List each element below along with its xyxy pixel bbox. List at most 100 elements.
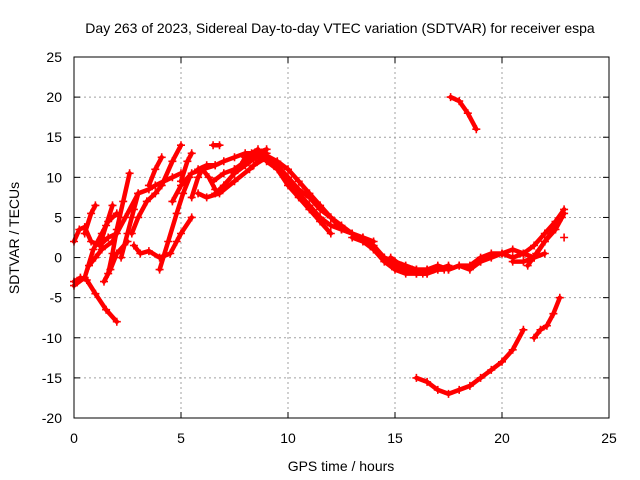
data-point-marker xyxy=(487,253,496,262)
series-arc-19 xyxy=(209,141,224,150)
data-point-marker xyxy=(204,173,213,182)
data-point-marker xyxy=(215,141,224,150)
data-point-marker xyxy=(476,257,485,266)
data-point-marker xyxy=(472,125,481,134)
series-line xyxy=(448,94,479,132)
chart-title: Day 263 of 2023, Sidereal Day-to-day VTE… xyxy=(85,20,595,36)
data-point-marker xyxy=(397,261,406,270)
series-line xyxy=(118,191,141,260)
data-point-marker xyxy=(108,249,117,258)
y-axis-title: SDTVAR / TECUs xyxy=(6,182,22,294)
data-point-marker xyxy=(129,241,138,250)
y-tick-label: 15 xyxy=(46,129,62,145)
data-point-marker xyxy=(91,253,100,262)
data-point-marker xyxy=(125,169,134,178)
x-axis-title: GPS time / hours xyxy=(288,458,395,474)
data-point-marker xyxy=(177,141,185,150)
data-point-marker xyxy=(412,265,421,274)
data-point-marker xyxy=(560,233,569,242)
data-point-marker xyxy=(549,225,558,234)
data-point-marker xyxy=(144,181,153,190)
data-point-marker xyxy=(187,149,196,158)
data-point-marker xyxy=(560,205,569,214)
x-tick-label: 15 xyxy=(387,430,403,446)
data-point-marker xyxy=(530,241,539,250)
data-point-marker xyxy=(358,233,367,242)
data-point-marker xyxy=(532,249,541,258)
series-arc-10 xyxy=(127,141,185,238)
data-point-marker xyxy=(540,237,549,246)
x-tick-label: 20 xyxy=(494,430,510,446)
data-point-marker xyxy=(245,153,254,162)
data-point-marker xyxy=(463,109,472,118)
data-point-marker xyxy=(284,181,292,190)
data-point-marker xyxy=(530,333,539,342)
data-point-marker xyxy=(508,245,517,254)
data-point-marker xyxy=(305,205,314,214)
data-point-marker xyxy=(236,161,245,170)
data-point-marker xyxy=(142,197,151,206)
y-tick-label: -10 xyxy=(42,330,62,346)
data-point-marker xyxy=(104,233,113,242)
y-tick-label: 20 xyxy=(46,89,62,105)
data-point-marker xyxy=(134,213,143,222)
x-tick-labels: 0 5 10 15 20 25 xyxy=(70,430,617,446)
data-point-marker xyxy=(284,165,292,174)
data-point-marker xyxy=(112,317,121,326)
data-point-marker xyxy=(119,197,128,206)
x-tick-label: 5 xyxy=(177,430,185,446)
data-point-marker xyxy=(555,293,564,302)
data-point-marker xyxy=(316,217,325,226)
data-point-marker xyxy=(91,289,100,298)
data-point-marker xyxy=(254,145,262,154)
data-point-marker xyxy=(80,229,89,238)
data-point-marker xyxy=(337,225,346,234)
data-point-marker xyxy=(444,265,453,274)
data-point-marker xyxy=(166,249,175,258)
y-tick-label: 10 xyxy=(46,169,62,185)
data-point-marker xyxy=(112,225,121,234)
series-arc-9 xyxy=(117,189,143,262)
data-point-marker xyxy=(444,389,453,398)
data-point-marker xyxy=(102,305,111,314)
data-point-marker xyxy=(465,261,474,270)
y-tick-label: -20 xyxy=(42,410,62,426)
data-point-marker xyxy=(230,153,239,162)
data-point-marker xyxy=(249,161,258,170)
data-point-marker xyxy=(230,177,239,186)
data-point-marker xyxy=(455,261,464,270)
data-point-marker xyxy=(549,309,558,318)
data-point-marker xyxy=(391,265,399,274)
series-arc-8 xyxy=(104,169,134,278)
y-tick-label: -5 xyxy=(50,290,63,306)
data-point-marker xyxy=(100,277,108,286)
data-point-marker xyxy=(89,245,98,254)
data-point-marker xyxy=(305,193,314,202)
series-arc-6 xyxy=(95,201,117,250)
data-point-marker xyxy=(187,169,196,178)
data-point-marker xyxy=(487,365,496,374)
data-point-marker xyxy=(465,381,474,390)
y-tick-labels: -20 -15 -10 -5 0 5 10 15 20 25 xyxy=(42,49,62,426)
data-point-marker xyxy=(164,237,173,246)
data-point-marker xyxy=(117,253,126,262)
y-tick-label: 25 xyxy=(46,49,62,65)
data-point-marker xyxy=(536,325,545,334)
data-point-marker xyxy=(211,189,220,198)
x-tick-label: 0 xyxy=(70,430,78,446)
series-arc-15 xyxy=(177,149,196,186)
data-point-marker xyxy=(95,241,104,250)
data-point-marker xyxy=(179,189,188,198)
series-arc-36 xyxy=(523,213,566,270)
data-series-group xyxy=(70,93,569,398)
data-point-marker xyxy=(108,201,117,210)
data-point-marker xyxy=(519,249,528,258)
y-tick-label: 5 xyxy=(54,209,62,225)
data-point-marker xyxy=(151,189,160,198)
data-point-marker xyxy=(102,221,111,230)
data-point-marker xyxy=(508,345,517,354)
data-point-marker xyxy=(433,261,442,270)
data-point-marker xyxy=(168,197,177,206)
data-point-marker xyxy=(209,177,218,186)
